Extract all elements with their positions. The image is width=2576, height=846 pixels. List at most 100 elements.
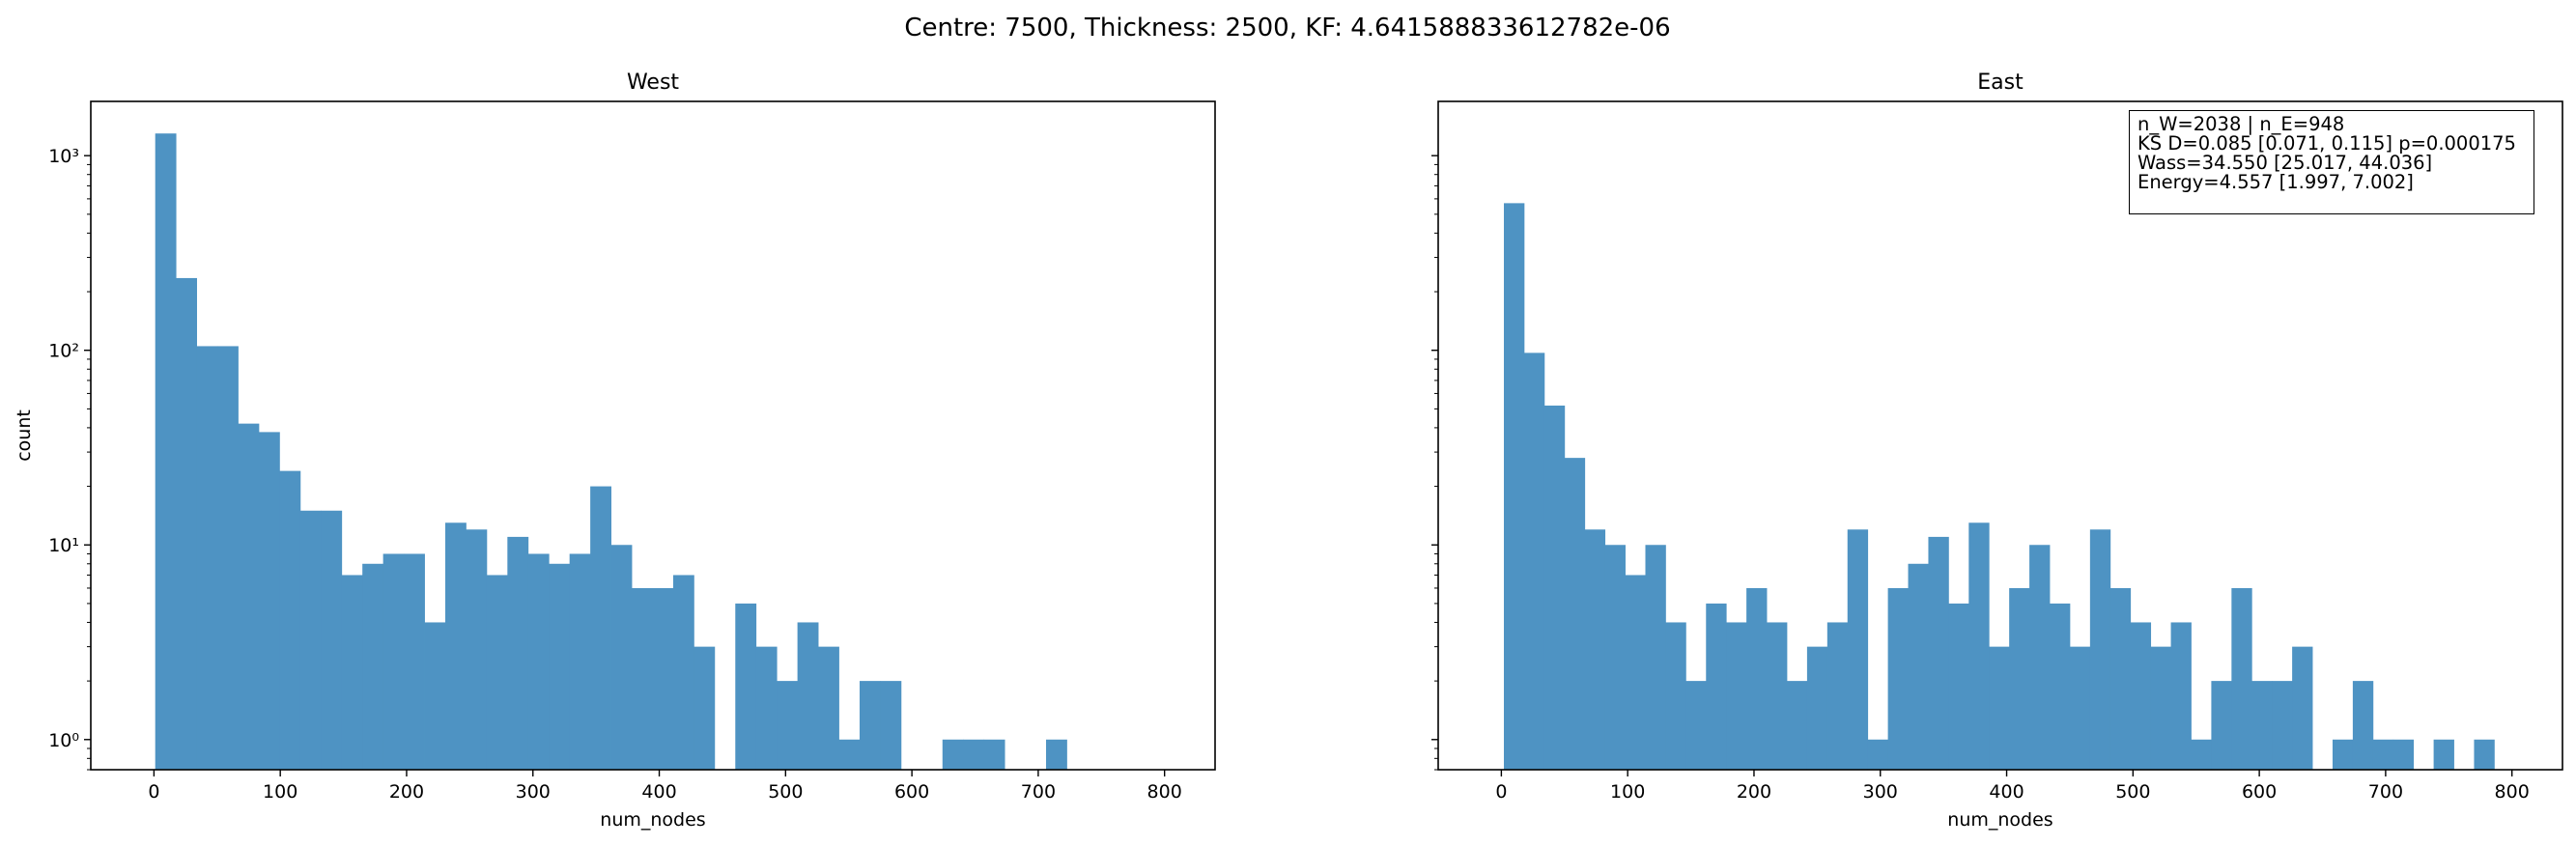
west-ticks: 0 100 200 300 400 500 600 700 800 10⁰ 10¹ 10² 10³	[48, 146, 1182, 803]
west-bars	[155, 133, 1067, 770]
east-bar	[1767, 622, 1788, 770]
east-bar	[1948, 603, 1969, 770]
east-bar	[1786, 681, 1808, 770]
west-bar	[299, 510, 322, 770]
west-bar	[818, 646, 839, 770]
east-bar	[2474, 739, 2495, 770]
west-bar	[362, 563, 384, 770]
west-title: West	[627, 70, 679, 95]
west-bar	[590, 486, 611, 770]
east-bar	[1847, 529, 1869, 770]
east-bar	[1523, 352, 1545, 770]
east-bar	[2292, 646, 2313, 770]
east-bar	[2109, 587, 2132, 770]
west-xtick-label: 100	[263, 781, 297, 803]
east-bar	[2191, 739, 2212, 770]
east-axes-frame	[1437, 100, 2563, 771]
west-bar	[444, 522, 467, 770]
east-bar	[2251, 681, 2273, 770]
east-bar	[1928, 536, 1949, 770]
west-bar	[527, 553, 550, 770]
west-xtick-label: 200	[389, 781, 424, 803]
east-bar	[2332, 739, 2354, 770]
west-bar	[652, 587, 674, 770]
east-xtick-label: 800	[2495, 781, 2530, 803]
east-xtick-label: 600	[2242, 781, 2277, 803]
east-xtick-label: 500	[2115, 781, 2150, 803]
west-bar	[341, 575, 363, 770]
west-ylabel: count	[14, 409, 35, 462]
east-bar	[1584, 529, 1606, 770]
east-bar	[1685, 681, 1707, 770]
west-bar	[983, 739, 1005, 770]
east-bar	[2231, 587, 2252, 770]
panel-west: West 0 100 200 300 400 500 600 700 800 10⁰ 10¹ 10² 1…	[14, 70, 1216, 831]
west-bar	[880, 681, 902, 770]
east-bar	[2352, 681, 2374, 770]
west-xtick-label: 500	[768, 781, 803, 803]
east-bar	[1826, 622, 1849, 770]
panel-east: East 0 100 200 300 400 500 600 700 800 num_nodes	[1431, 70, 2563, 831]
west-bar	[279, 470, 301, 770]
west-bar	[382, 553, 405, 770]
west-bar	[404, 553, 425, 770]
east-bar	[2392, 739, 2415, 770]
east-bar	[1989, 646, 2010, 770]
east-bar	[1746, 587, 1768, 770]
west-bar	[859, 681, 881, 770]
east-bar	[1726, 622, 1747, 770]
east-bar	[1564, 458, 1586, 770]
west-ytick-label: 10²	[48, 341, 79, 362]
east-bar	[1706, 603, 1727, 770]
east-bar	[2050, 603, 2071, 770]
west-ytick-label: 10³	[48, 146, 79, 167]
west-bar	[321, 510, 343, 770]
east-bar	[2029, 545, 2051, 770]
west-bar	[1046, 739, 1067, 770]
east-bar	[1887, 587, 1909, 770]
stats-box: n_W=2038 | n_E=948 KS D=0.085 [0.071, 0.…	[2129, 110, 2534, 214]
east-bar	[1867, 739, 1888, 770]
stats-wasserstein: Wass=34.550 [25.017, 44.036]	[2137, 152, 2433, 174]
east-xtick-label: 0	[1495, 781, 1507, 803]
west-bar	[155, 133, 177, 770]
stats-ks: KS D=0.085 [0.071, 0.115] p=0.000175	[2137, 132, 2516, 155]
east-bar	[2069, 646, 2091, 770]
east-xtick-label: 400	[1989, 781, 2024, 803]
east-bar	[1645, 545, 1666, 770]
west-bar	[963, 739, 985, 770]
east-bar	[2170, 622, 2192, 770]
east-bar	[2211, 681, 2232, 770]
east-bar	[1665, 622, 1686, 770]
east-bar	[2089, 529, 2111, 770]
west-bar	[569, 553, 591, 770]
east-bar	[2372, 739, 2394, 770]
west-bar	[258, 432, 280, 770]
west-xtick-label: 0	[148, 781, 159, 803]
west-bar	[549, 563, 571, 770]
east-xtick-label: 700	[2368, 781, 2403, 803]
west-bar	[466, 529, 488, 770]
east-bar	[2272, 681, 2293, 770]
west-bar	[238, 423, 260, 770]
west-ytick-label: 10¹	[48, 535, 79, 556]
west-xtick-label: 800	[1147, 781, 1182, 803]
west-bar	[942, 739, 964, 770]
west-ytick-label: 10⁰	[48, 730, 79, 751]
west-bar	[217, 346, 239, 770]
west-axes-frame	[90, 100, 1216, 771]
west-bar	[735, 603, 757, 770]
west-bar	[176, 277, 197, 770]
east-xtick-label: 200	[1737, 781, 1771, 803]
east-bar	[1806, 646, 1828, 770]
east-bar	[2150, 646, 2171, 770]
west-xtick-label: 700	[1021, 781, 1056, 803]
west-bar	[777, 681, 799, 770]
east-bar	[1908, 563, 1929, 770]
west-bar	[694, 646, 716, 770]
east-bar	[1604, 545, 1626, 770]
west-bar	[755, 646, 778, 770]
east-bar	[1504, 203, 1525, 770]
west-bar	[838, 739, 861, 770]
